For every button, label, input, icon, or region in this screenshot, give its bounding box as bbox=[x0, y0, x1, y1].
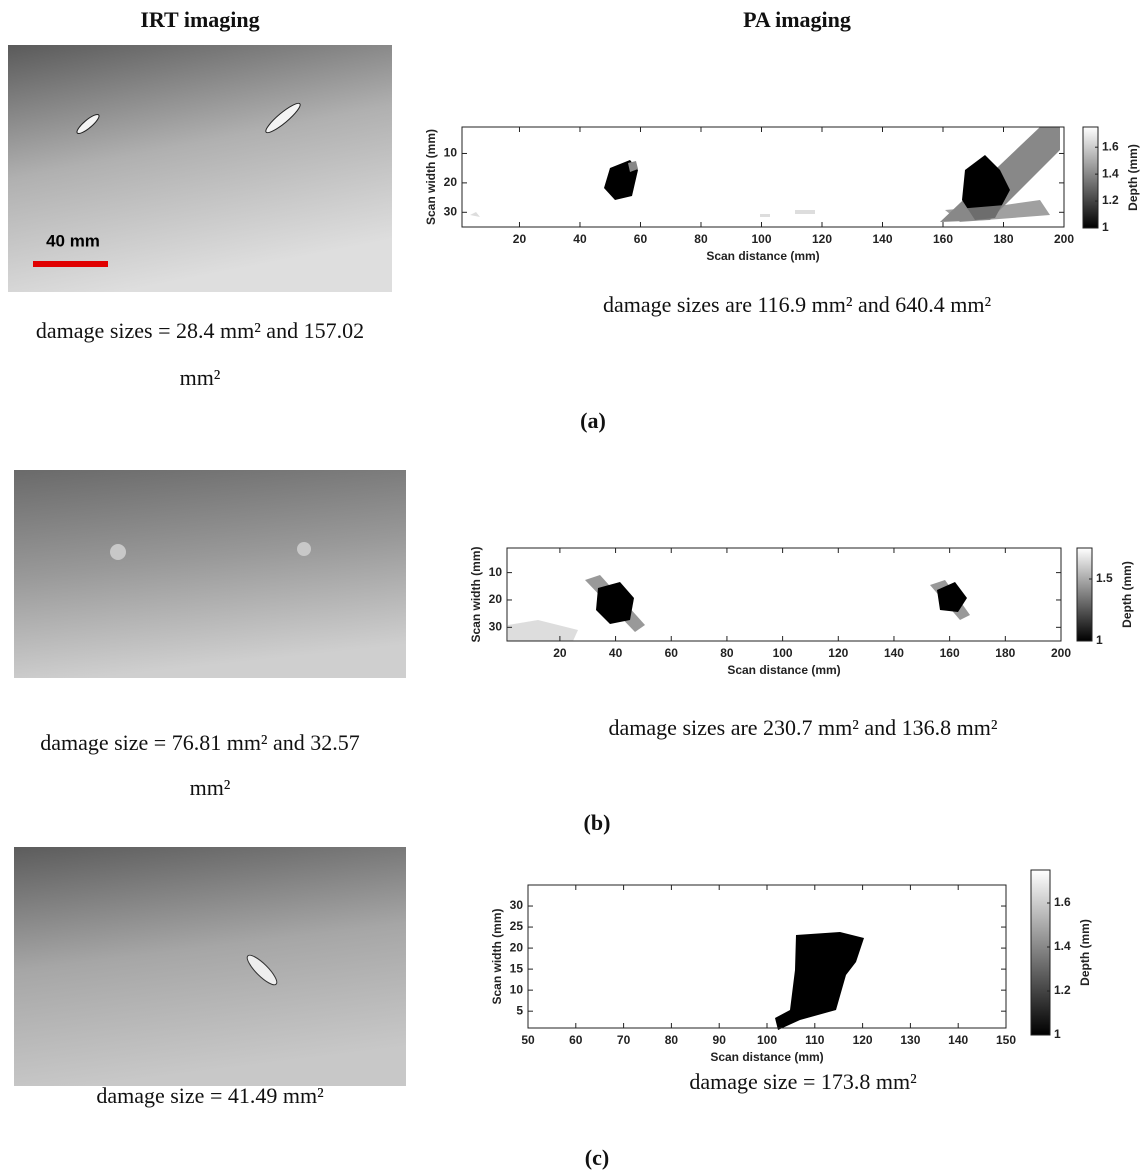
x-tick-label: 120 bbox=[828, 646, 848, 660]
y-tick-label: 30 bbox=[489, 619, 503, 633]
colorbar-tick-label: 1.6 bbox=[1102, 139, 1119, 153]
column-header: PA imaging bbox=[743, 7, 851, 32]
colorbar-tick-label: 1.2 bbox=[1054, 983, 1071, 997]
caption: damage size = 76.81 mm² and 32.57 bbox=[40, 730, 360, 755]
x-tick-label: 100 bbox=[757, 1033, 777, 1047]
x-tick-label: 80 bbox=[665, 1033, 679, 1047]
y-tick-label: 20 bbox=[444, 175, 458, 189]
colorbar-label: Depth (mm) bbox=[1078, 919, 1092, 986]
panel-label: (b) bbox=[584, 810, 611, 835]
irt-image bbox=[14, 847, 406, 1086]
caption: damage size = 41.49 mm² bbox=[96, 1083, 324, 1108]
colorbar-tick-label: 1.6 bbox=[1054, 895, 1071, 909]
damage-map bbox=[775, 932, 864, 1030]
colorbar-tick-label: 1.4 bbox=[1054, 939, 1071, 953]
x-tick-label: 120 bbox=[853, 1033, 873, 1047]
x-tick-label: 40 bbox=[573, 232, 587, 246]
x-axis-label: Scan distance (mm) bbox=[706, 249, 819, 263]
colorbar-tick-label: 1.4 bbox=[1102, 166, 1119, 180]
x-tick-label: 20 bbox=[553, 646, 567, 660]
x-tick-label: 120 bbox=[812, 232, 832, 246]
caption: damage sizes are 230.7 mm² and 136.8 mm² bbox=[609, 715, 998, 740]
x-tick-label: 20 bbox=[513, 232, 527, 246]
caption: damage sizes = 28.4 mm² and 157.02 bbox=[36, 318, 364, 343]
damage-map bbox=[508, 575, 970, 641]
colorbar bbox=[1082, 126, 1099, 229]
colorbar-label: Depth (mm) bbox=[1126, 144, 1140, 211]
plot-frame bbox=[506, 547, 1062, 642]
caption: damage size = 173.8 mm² bbox=[689, 1069, 917, 1094]
y-tick-label: 25 bbox=[510, 919, 524, 933]
y-tick-label: 10 bbox=[489, 565, 503, 579]
y-tick-label: 10 bbox=[510, 982, 524, 996]
x-tick-label: 180 bbox=[993, 232, 1013, 246]
x-tick-label: 130 bbox=[900, 1033, 920, 1047]
x-tick-label: 60 bbox=[634, 232, 648, 246]
x-tick-label: 140 bbox=[948, 1033, 968, 1047]
x-axis-label: Scan distance (mm) bbox=[710, 1050, 823, 1064]
colorbar bbox=[1030, 869, 1051, 1036]
x-tick-label: 110 bbox=[805, 1033, 825, 1047]
x-tick-label: 140 bbox=[884, 646, 904, 660]
plot-frame bbox=[461, 126, 1065, 228]
caption: damage sizes are 116.9 mm² and 640.4 mm² bbox=[603, 292, 992, 317]
x-tick-label: 200 bbox=[1051, 646, 1071, 660]
y-tick-label: 20 bbox=[489, 592, 503, 606]
x-tick-label: 80 bbox=[694, 232, 708, 246]
x-tick-label: 100 bbox=[773, 646, 793, 660]
colorbar-label: Depth (mm) bbox=[1120, 561, 1134, 628]
damage-map bbox=[470, 127, 1060, 222]
colorbar-tick-label: 1 bbox=[1054, 1027, 1061, 1041]
y-tick-label: 15 bbox=[510, 961, 524, 975]
y-axis-label: Scan width (mm) bbox=[424, 129, 438, 225]
y-tick-label: 30 bbox=[444, 204, 458, 218]
x-tick-label: 160 bbox=[940, 646, 960, 660]
irt-image: 40 mm bbox=[8, 45, 392, 292]
x-tick-label: 150 bbox=[996, 1033, 1016, 1047]
x-tick-label: 50 bbox=[521, 1033, 535, 1047]
irt-image bbox=[14, 470, 406, 678]
caption: mm² bbox=[180, 365, 221, 390]
panel-label: (c) bbox=[585, 1145, 609, 1170]
panel-label: (a) bbox=[580, 408, 606, 433]
x-tick-label: 100 bbox=[751, 232, 771, 246]
x-tick-label: 60 bbox=[665, 646, 679, 660]
plot-frame bbox=[527, 884, 1007, 1029]
y-tick-label: 20 bbox=[510, 940, 524, 954]
y-tick-label: 5 bbox=[516, 1003, 523, 1017]
y-axis-label: Scan width (mm) bbox=[490, 908, 504, 1004]
x-tick-label: 80 bbox=[720, 646, 734, 660]
colorbar-tick-label: 1 bbox=[1096, 633, 1103, 647]
x-tick-label: 60 bbox=[569, 1033, 583, 1047]
x-tick-label: 140 bbox=[872, 232, 892, 246]
scale-bar bbox=[33, 261, 108, 267]
x-tick-label: 90 bbox=[713, 1033, 727, 1047]
colorbar bbox=[1076, 547, 1093, 642]
y-axis-label: Scan width (mm) bbox=[469, 546, 483, 642]
x-tick-label: 160 bbox=[933, 232, 953, 246]
caption: mm² bbox=[190, 775, 231, 800]
scale-bar-label: 40 mm bbox=[46, 231, 100, 250]
x-axis-label: Scan distance (mm) bbox=[727, 663, 840, 677]
column-header: IRT imaging bbox=[140, 7, 259, 32]
colorbar-tick-label: 1.5 bbox=[1096, 571, 1113, 585]
y-tick-label: 10 bbox=[444, 146, 458, 160]
colorbar-tick-label: 1 bbox=[1102, 220, 1109, 234]
x-tick-label: 70 bbox=[617, 1033, 631, 1047]
x-tick-label: 200 bbox=[1054, 232, 1074, 246]
x-tick-label: 40 bbox=[609, 646, 623, 660]
x-tick-label: 180 bbox=[995, 646, 1015, 660]
colorbar-tick-label: 1.2 bbox=[1102, 193, 1119, 207]
y-tick-label: 30 bbox=[510, 898, 524, 912]
